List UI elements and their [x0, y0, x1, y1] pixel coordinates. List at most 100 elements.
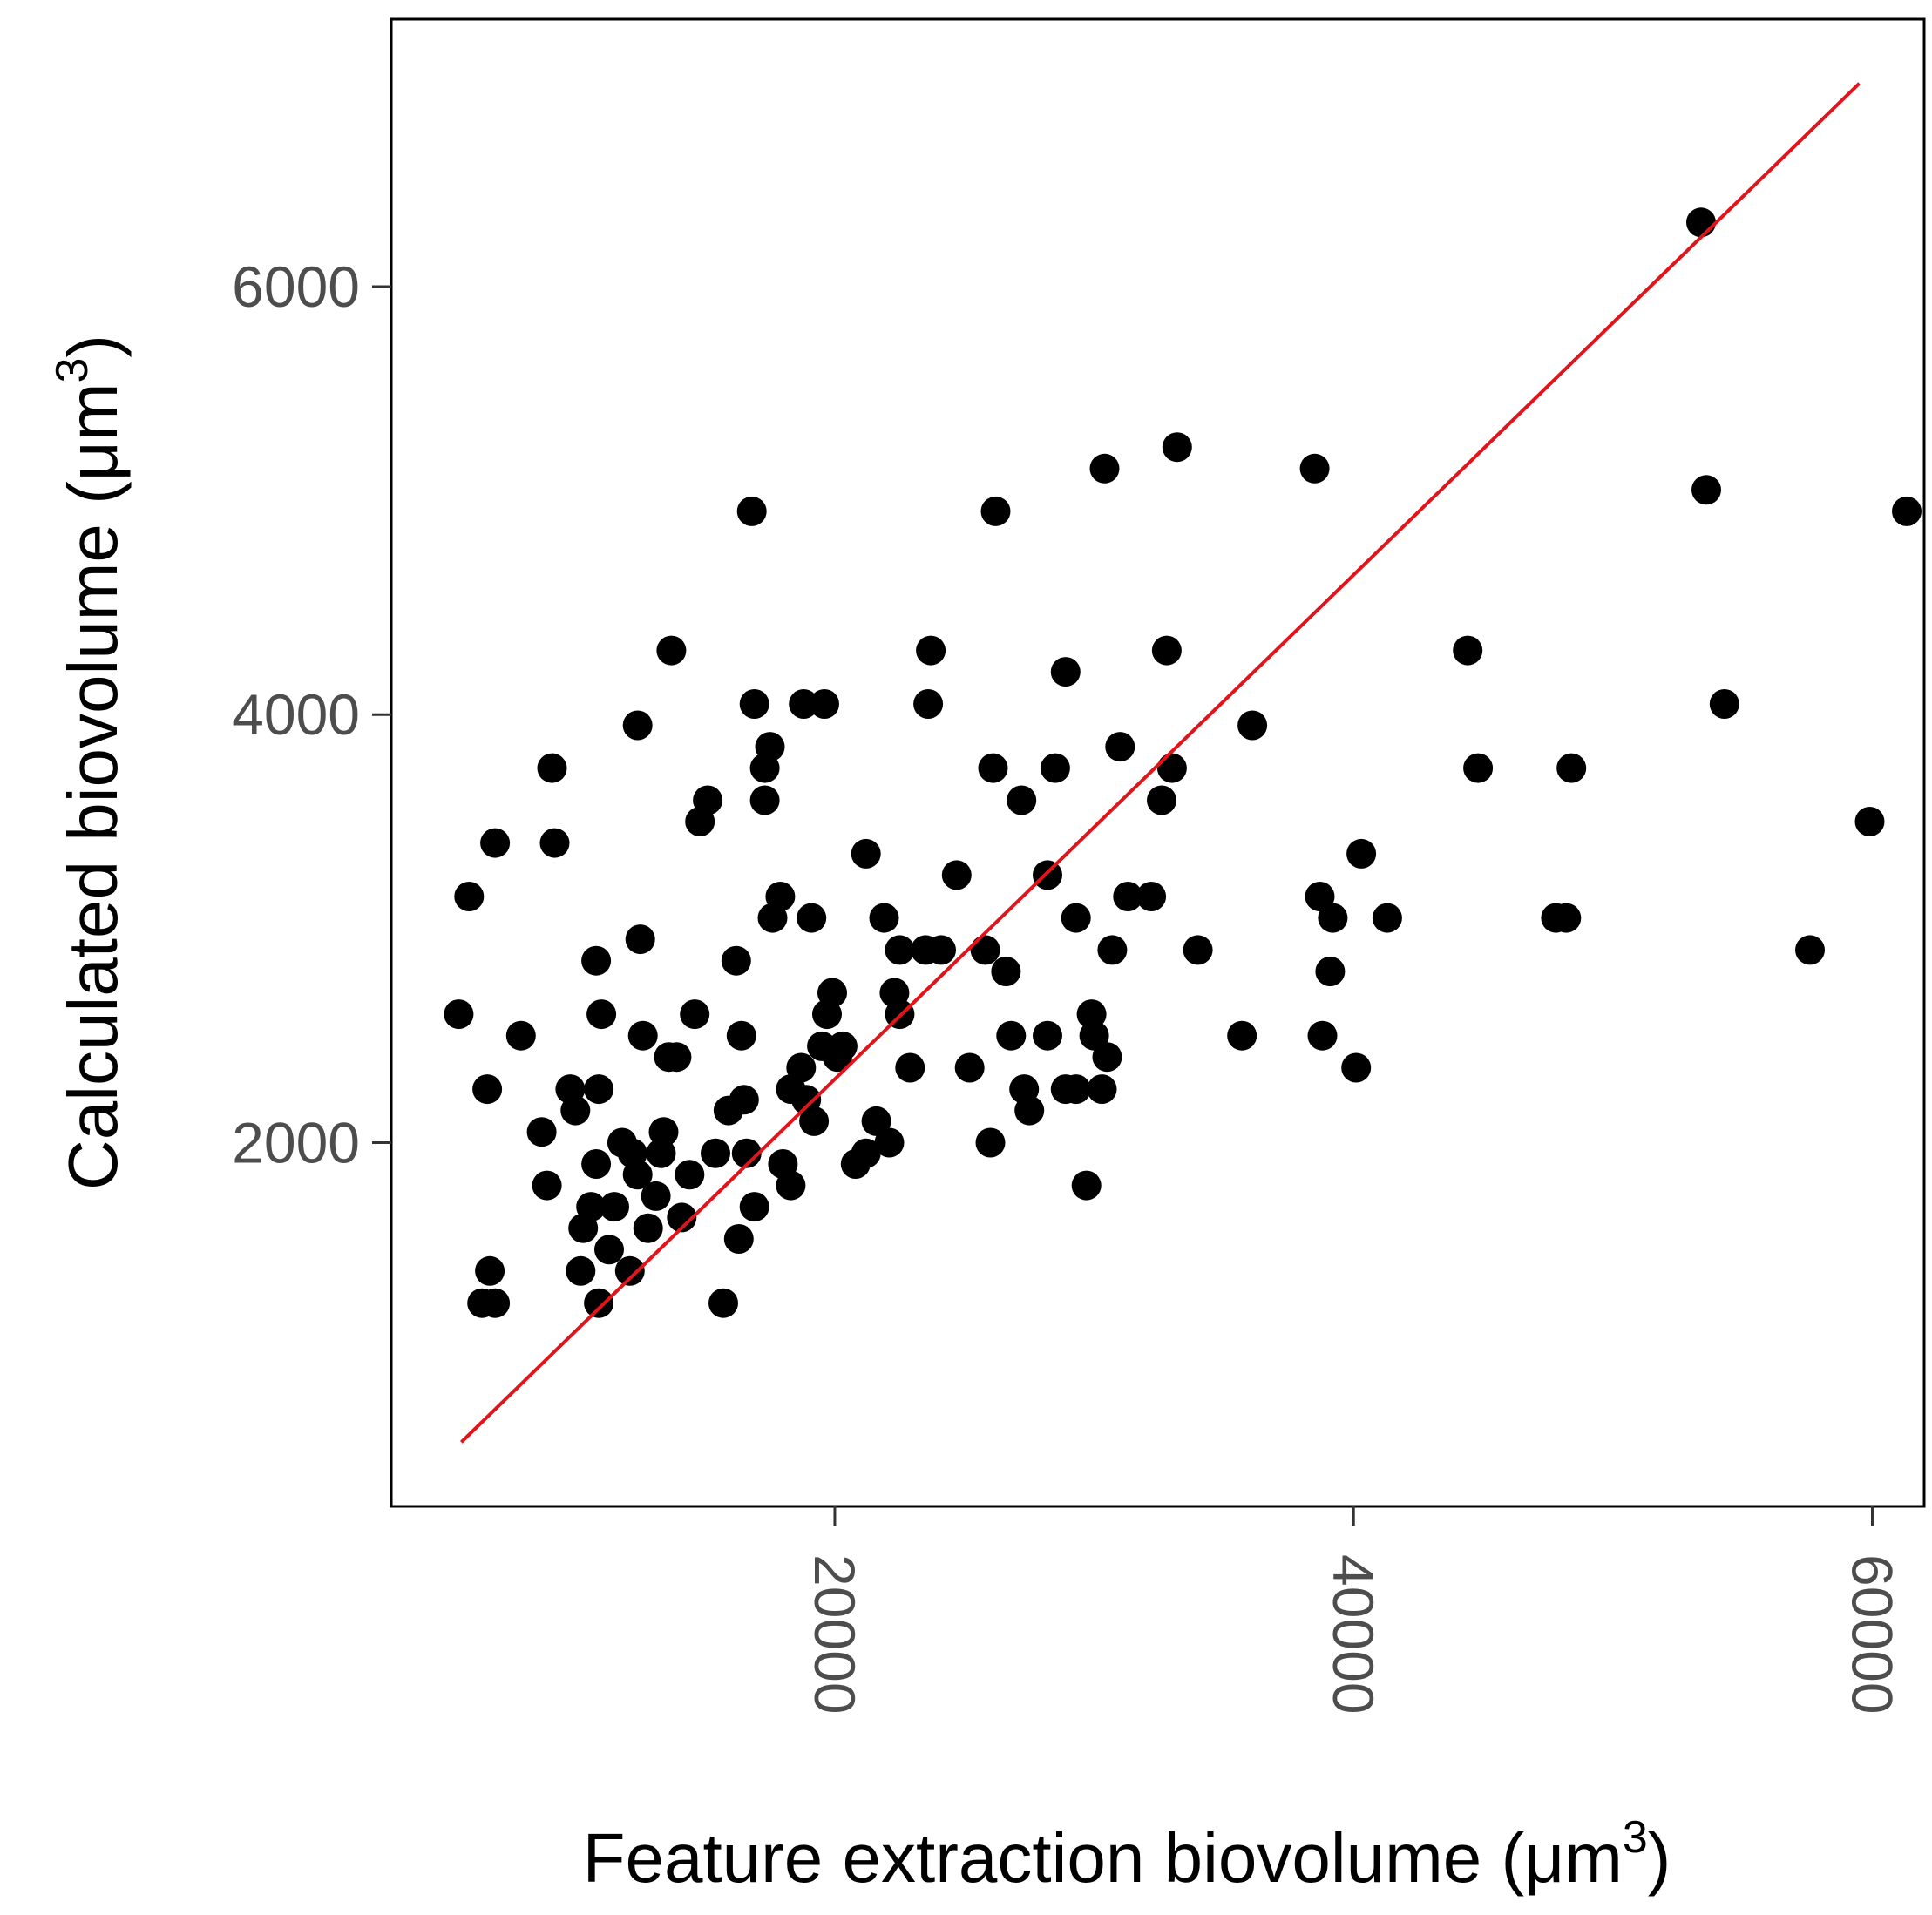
data-point — [622, 710, 653, 741]
data-point — [1050, 657, 1081, 687]
y-tick-label: 2000 — [232, 1110, 360, 1174]
data-point — [614, 1255, 645, 1286]
data-point — [789, 689, 819, 719]
data-point — [444, 999, 474, 1030]
data-point — [1463, 753, 1494, 783]
data-point — [454, 882, 485, 911]
data-point — [723, 1224, 754, 1254]
data-point — [996, 1020, 1027, 1051]
data-point — [675, 1160, 705, 1190]
data-point — [885, 935, 915, 965]
data-point — [874, 1127, 905, 1158]
data-point — [1305, 882, 1335, 911]
data-point — [1183, 935, 1213, 965]
y-tick-label: 4000 — [232, 682, 360, 747]
data-point — [941, 860, 972, 890]
data-point — [1686, 207, 1716, 238]
data-point — [537, 753, 567, 783]
data-point — [480, 1288, 511, 1318]
data-point — [566, 1255, 596, 1286]
data-point — [1156, 753, 1187, 783]
data-point — [584, 1074, 614, 1105]
data-point — [861, 1106, 891, 1136]
data-point — [721, 945, 751, 976]
data-point — [701, 1138, 730, 1168]
data-point — [1372, 903, 1402, 933]
data-point — [810, 689, 839, 719]
data-point — [1105, 732, 1135, 762]
data-point — [954, 1052, 985, 1083]
data-point — [776, 1170, 806, 1201]
plot-panel-border — [390, 17, 1926, 1508]
data-point — [625, 924, 655, 955]
data-point — [1346, 838, 1377, 869]
data-points — [444, 207, 1922, 1318]
data-point — [1341, 1052, 1372, 1083]
data-point — [978, 753, 1008, 783]
data-point — [1709, 689, 1739, 719]
data-point — [581, 1149, 612, 1179]
data-point — [576, 1192, 607, 1222]
data-point — [584, 1288, 614, 1318]
data-point — [1113, 882, 1143, 911]
data-point — [799, 1106, 830, 1136]
data-point — [736, 496, 767, 526]
data-point — [755, 732, 785, 762]
data-point — [765, 882, 796, 911]
regression-line — [459, 82, 1861, 1444]
data-point — [851, 838, 881, 869]
x-tick-label: 40000 — [1321, 1554, 1386, 1715]
data-point — [1315, 957, 1346, 986]
data-point — [1040, 753, 1070, 783]
data-point — [1556, 753, 1587, 783]
data-point — [1071, 1170, 1102, 1201]
data-point — [1136, 882, 1167, 911]
data-point — [975, 1127, 1006, 1158]
data-point — [786, 1052, 817, 1083]
data-point — [505, 1020, 536, 1051]
data-point — [680, 999, 710, 1030]
data-point — [656, 635, 687, 666]
data-point — [1453, 635, 1483, 666]
data-point — [1162, 432, 1192, 463]
data-point — [693, 785, 723, 815]
data-point — [472, 1074, 503, 1105]
data-point — [622, 1160, 653, 1190]
data-point — [1227, 1020, 1257, 1051]
data-point — [532, 1170, 562, 1201]
data-point — [1551, 903, 1582, 933]
data-point — [661, 1042, 692, 1073]
data-point — [539, 828, 570, 858]
data-point — [708, 1288, 738, 1318]
data-point — [1089, 453, 1120, 484]
x-tick-label: 20000 — [803, 1554, 867, 1715]
data-point — [970, 935, 1000, 965]
data-point — [749, 785, 780, 815]
data-point — [1061, 1074, 1091, 1105]
data-point — [1854, 807, 1885, 836]
data-point — [1151, 635, 1182, 666]
data-point — [1014, 1095, 1045, 1126]
x-tick-label: 60000 — [1840, 1554, 1904, 1715]
data-point — [1097, 935, 1128, 965]
data-point — [526, 1117, 557, 1147]
data-point — [1795, 935, 1825, 965]
data-point — [991, 957, 1021, 986]
data-point — [827, 1031, 858, 1061]
data-point — [1307, 1020, 1338, 1051]
data-point — [1033, 1020, 1062, 1051]
data-point — [475, 1255, 505, 1286]
data-point — [1318, 903, 1348, 933]
y-axis: 2000 4000 6000 — [232, 254, 391, 1174]
data-point — [1691, 475, 1721, 505]
data-point — [594, 1235, 624, 1265]
data-point — [869, 903, 899, 933]
data-point — [667, 1202, 697, 1233]
data-point — [1087, 1074, 1117, 1105]
data-point — [641, 1181, 671, 1211]
data-point — [560, 1095, 591, 1126]
data-point — [1061, 903, 1091, 933]
data-point — [729, 1085, 759, 1115]
data-point — [916, 635, 946, 666]
